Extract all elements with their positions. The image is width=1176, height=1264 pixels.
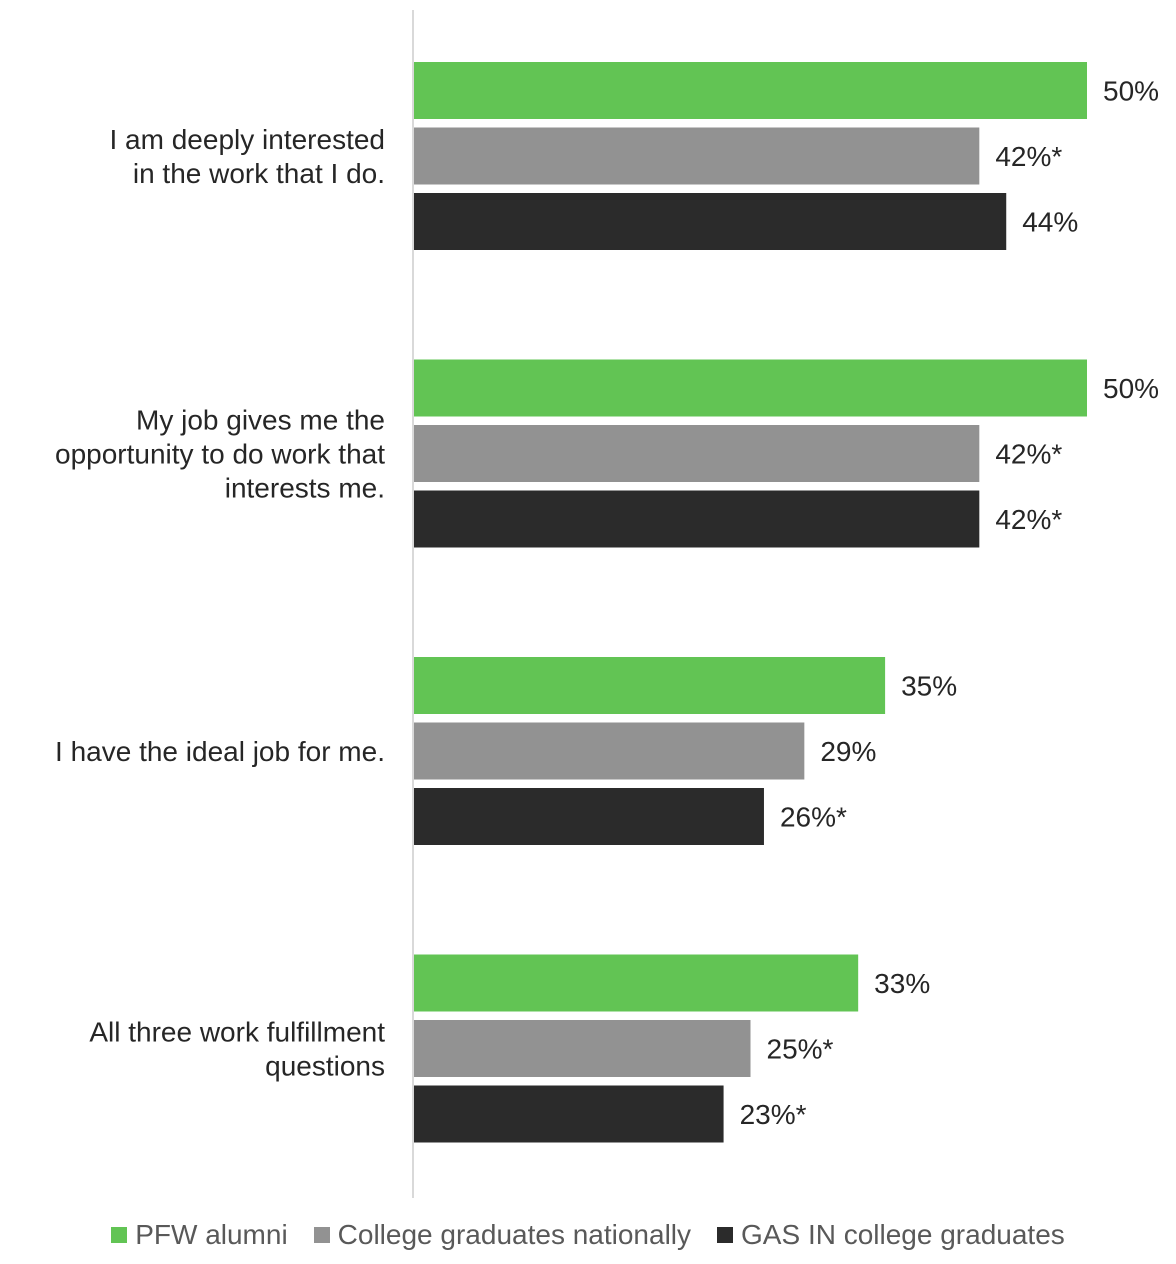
legend-label-pfw-alumni: PFW alumni <box>135 1219 288 1250</box>
category-label-2: My job gives me the opportunity to do wor… <box>55 405 385 504</box>
bar-college-graduates-nationally-4 <box>414 1020 751 1077</box>
bar-college-graduates-nationally-2 <box>414 425 980 482</box>
bar-gas-in-college-graduates-2 <box>414 490 980 548</box>
category-label-line: opportunity to do work that <box>55 439 385 470</box>
category-label-line: All three work fulfillment <box>89 1017 385 1048</box>
data-label-pfw-alumni-4: 33% <box>874 968 930 999</box>
bar-gas-in-college-graduates-4 <box>414 1085 724 1143</box>
category-label-1: I am deeply interested in the work that I… <box>110 124 386 189</box>
category-label-line: I am deeply interested <box>110 124 386 155</box>
data-label-pfw-alumni-1: 50% <box>1103 76 1159 107</box>
data-label-college-graduates-nationally-3: 29% <box>820 736 876 767</box>
category-label-line: I have the ideal job for me. <box>55 736 385 767</box>
data-label-pfw-alumni-2: 50% <box>1103 373 1159 404</box>
data-label-pfw-alumni-3: 35% <box>901 671 957 702</box>
category-labels: I am deeply interested in the work that I… <box>55 124 385 1082</box>
data-labels: 50% 42%* 44% 50% 42%* 42%* 35% 29% 26%* 33% 25%* 23… <box>740 76 1159 1131</box>
bar-pfw-alumni-3 <box>414 657 886 714</box>
data-label-college-graduates-nationally-2: 42%* <box>995 439 1062 470</box>
category-label-line: questions <box>265 1051 385 1082</box>
category-label-line: in the work that I do. <box>133 158 385 189</box>
legend: PFW alumni College graduates nationally … <box>0 1210 1176 1260</box>
legend-label-gas-in-college-graduates: GAS IN college graduates <box>741 1219 1065 1250</box>
legend-swatch-pfw-alumni <box>111 1227 128 1243</box>
legend-item-pfw-alumni: PFW alumni <box>111 1219 288 1251</box>
legend-item-college-graduates-nationally: College graduates nationally <box>313 1219 692 1251</box>
bar-gas-in-college-graduates-3 <box>414 788 764 845</box>
category-label-3: I have the ideal job for me. <box>55 736 385 767</box>
category-label-line: My job gives me the <box>136 405 385 436</box>
legend-swatch-college-graduates-nationally <box>313 1227 330 1243</box>
bar-college-graduates-nationally-3 <box>414 722 805 780</box>
bar-pfw-alumni-4 <box>414 954 859 1012</box>
bar-college-graduates-nationally-1 <box>414 127 980 185</box>
data-label-gas-in-college-graduates-3: 26%* <box>780 802 847 833</box>
data-label-gas-in-college-graduates-1: 44% <box>1022 207 1078 238</box>
bar-gas-in-college-graduates-1 <box>414 193 1007 250</box>
data-label-college-graduates-nationally-4: 25%* <box>767 1034 834 1065</box>
legend-swatch-gas-in-college-graduates <box>717 1227 734 1243</box>
bar-chart: I am deeply interested in the work that I… <box>55 10 1159 1198</box>
legend-item-gas-in-college-graduates: GAS IN college graduates <box>717 1219 1065 1251</box>
category-label-line: interests me. <box>225 473 385 504</box>
legend-label-college-graduates-nationally: College graduates nationally <box>337 1219 692 1250</box>
bars <box>414 62 1087 1143</box>
data-label-college-graduates-nationally-1: 42%* <box>995 141 1062 172</box>
bar-pfw-alumni-2 <box>414 359 1087 417</box>
data-label-gas-in-college-graduates-2: 42%* <box>995 504 1062 535</box>
data-label-gas-in-college-graduates-4: 23%* <box>740 1099 807 1130</box>
category-label-4: All three work fulfillment questions <box>89 1017 385 1082</box>
bar-pfw-alumni-1 <box>414 62 1087 119</box>
